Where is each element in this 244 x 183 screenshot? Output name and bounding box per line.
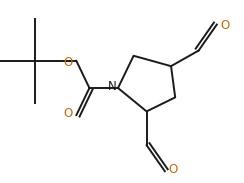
Text: O: O	[64, 57, 73, 70]
Text: N: N	[108, 81, 116, 94]
Text: O: O	[64, 107, 73, 119]
Text: O: O	[220, 19, 229, 32]
Text: O: O	[168, 163, 177, 176]
